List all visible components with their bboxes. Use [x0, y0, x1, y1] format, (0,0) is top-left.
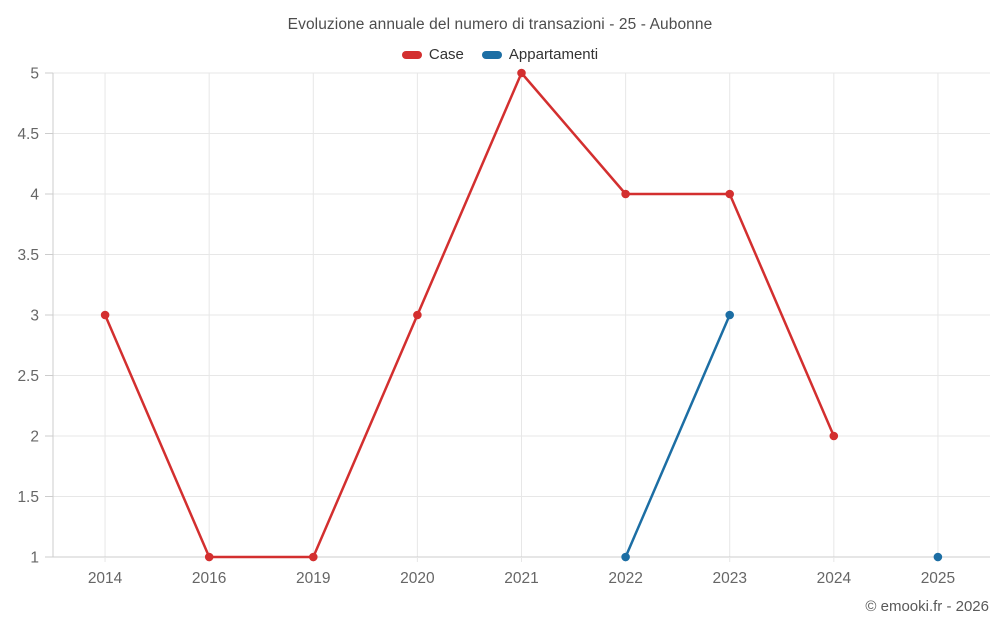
x-tick-label: 2019 — [296, 570, 330, 587]
y-tick-label: 3 — [30, 307, 39, 324]
chart-legend: Case Appartamenti — [0, 46, 1000, 63]
x-tick-label: 2022 — [608, 570, 642, 587]
data-point-case-2020[interactable] — [413, 310, 422, 320]
data-point-case-2016[interactable] — [204, 552, 214, 562]
y-tick-label: 3.5 — [17, 247, 39, 264]
y-tick-label: 5 — [30, 65, 39, 82]
x-tick-label: 2014 — [88, 570, 123, 587]
data-point-appartamenti-2022[interactable] — [621, 552, 630, 562]
y-tick-label: 4.5 — [17, 126, 39, 143]
y-tick-label: 2 — [30, 428, 39, 445]
data-point-case-2019[interactable] — [309, 552, 318, 562]
x-tick-label: 2024 — [817, 570, 852, 587]
data-point-case-2021[interactable] — [517, 68, 526, 78]
legend-swatch-case-icon — [401, 50, 422, 59]
legend-swatch-appartamenti-icon — [481, 50, 502, 59]
y-tick-label: 1 — [30, 549, 39, 566]
chart-title: Evoluzione annuale del numero di transaz… — [287, 16, 713, 33]
chart-footer-credit: © emooki.fr - 2026 — [865, 598, 989, 615]
data-point-case-2022[interactable] — [621, 189, 630, 199]
legend-label-appartamenti: Appartamenti — [508, 46, 599, 63]
y-tick-label: 2.5 — [17, 368, 39, 385]
legend-label-case: Case — [428, 46, 464, 63]
y-tick-label: 1.5 — [17, 489, 39, 506]
x-tick-label: 2020 — [400, 570, 435, 587]
data-point-case-2024[interactable] — [829, 431, 839, 441]
x-tick-label: 2023 — [712, 570, 746, 587]
series-line-case — [103, 71, 836, 559]
legend-item-case[interactable]: Case — [401, 46, 464, 63]
data-point-case-2014[interactable] — [100, 310, 110, 320]
data-point-appartamenti-2025[interactable] — [933, 552, 943, 562]
data-point-case-2023[interactable] — [725, 189, 734, 199]
data-point-appartamenti-2023[interactable] — [725, 310, 734, 320]
x-tick-label: 2016 — [192, 570, 226, 587]
legend-item-appartamenti[interactable]: Appartamenti — [481, 46, 599, 63]
x-tick-label: 2025 — [921, 570, 955, 587]
x-tick-label: 2021 — [504, 570, 538, 587]
y-tick-label: 4 — [30, 186, 39, 203]
